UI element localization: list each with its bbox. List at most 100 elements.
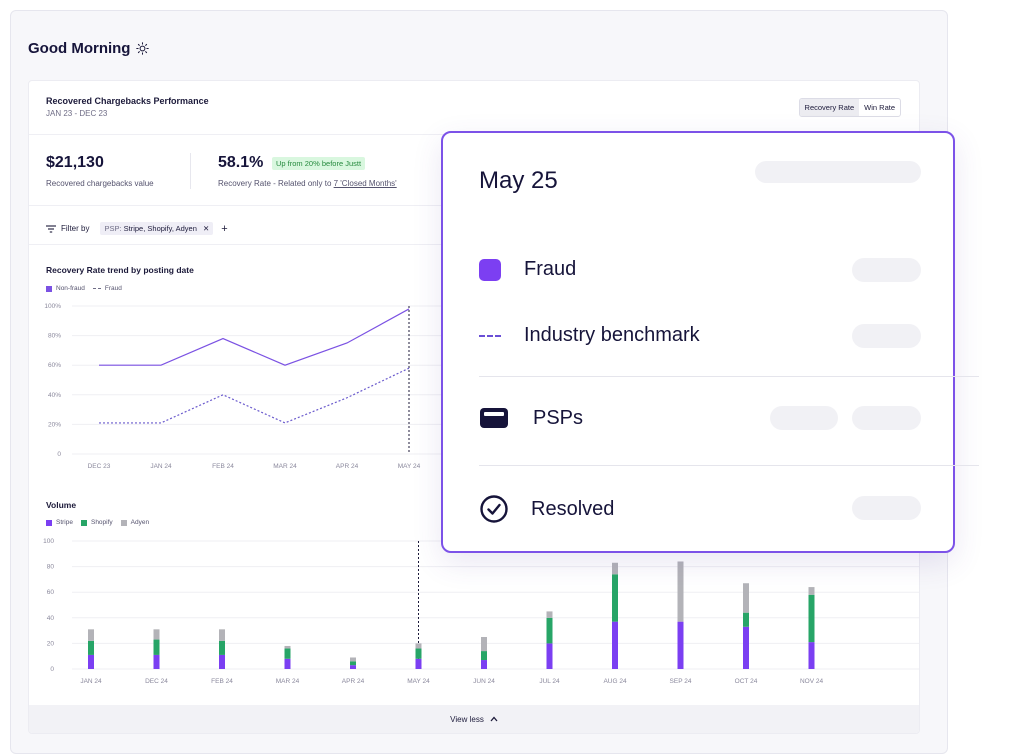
- chart-tooltip: May 25 Fraud Industry benchmark PSPs Res…: [441, 131, 979, 553]
- bar-segment-shopify: [808, 594, 815, 643]
- remove-filter-icon[interactable]: ✕: [202, 224, 210, 233]
- bar-segment-adyen: [481, 637, 487, 652]
- skeleton-placeholder: [852, 496, 921, 520]
- chevron-up-icon: [490, 716, 498, 722]
- bar-segment-adyen: [350, 657, 356, 662]
- bar-segment-stripe: [219, 654, 225, 669]
- bar-segment-stripe: [743, 626, 749, 669]
- bar-segment-stripe: [481, 660, 487, 669]
- bar-segment-shopify: [481, 651, 487, 661]
- tooltip-row-label: PSPs: [533, 406, 584, 429]
- bar-segment-shopify: [88, 640, 94, 655]
- bar-segment-shopify: [284, 648, 291, 659]
- x-tick-label: JAN 24: [80, 678, 102, 685]
- fraud-square-icon: [479, 258, 501, 281]
- tooltip-divider: [479, 465, 979, 466]
- series-line-non-fraud: [99, 308, 410, 366]
- bar-segment-adyen: [677, 561, 684, 622]
- bar-segment-adyen: [546, 611, 553, 618]
- y-tick-label: 0: [57, 451, 61, 458]
- x-tick-label: APR 24: [336, 463, 359, 470]
- filter-icon[interactable]: [46, 224, 56, 233]
- win-rate-toggle[interactable]: Win Rate: [864, 103, 895, 112]
- legend-label: Adyen: [130, 519, 150, 526]
- bar-segment-adyen: [88, 629, 94, 641]
- rate-label-text: Recovery Rate - Related only to: [218, 179, 334, 188]
- recovered-value: $21,130: [46, 154, 104, 171]
- x-tick-label: JUL 24: [539, 678, 560, 685]
- volume-chart-title: Volume: [46, 500, 77, 510]
- card-date-range: JAN 23 - DEC 23: [46, 109, 108, 118]
- filter-label: Filter by: [61, 224, 90, 233]
- y-tick-label: 20: [47, 640, 55, 647]
- legend-swatch: [80, 519, 87, 526]
- bar-segment-adyen: [219, 629, 225, 641]
- legend-swatch: [46, 519, 52, 526]
- bar-segment-adyen: [415, 643, 422, 649]
- legend-label: Fraud: [104, 285, 122, 292]
- skeleton-placeholder: [852, 406, 921, 430]
- y-tick-label: 40: [47, 615, 55, 622]
- tooltip-row-fraud: Fraud: [479, 258, 576, 281]
- tooltip-divider: [479, 376, 979, 377]
- trend-legend: Non-fraud Fraud: [46, 285, 122, 292]
- bar-segment-stripe: [677, 621, 684, 669]
- volume-bar-chart: 100 80 60 40 20 0 JAN 24 DEC 24 FEB 24 MAR 24 APR …: [43, 538, 919, 685]
- recovery-rate-toggle[interactable]: Recovery Rate: [799, 99, 860, 116]
- metric-divider: [190, 153, 191, 189]
- dashed-line-icon: [479, 334, 501, 337]
- volume-legend: Stripe Shopify Adyen: [46, 519, 149, 526]
- x-tick-label: JUN 24: [473, 678, 495, 685]
- bar-segment-shopify: [415, 648, 422, 659]
- greeting-text: Good Morning: [28, 40, 131, 57]
- tooltip-row-benchmark: Industry benchmark: [479, 324, 700, 347]
- skeleton-placeholder: [852, 258, 921, 282]
- view-less-button[interactable]: View less: [29, 705, 919, 733]
- x-tick-label: APR 24: [342, 678, 365, 685]
- metric-toggle: Recovery Rate Win Rate: [798, 98, 901, 117]
- bar-segment-stripe: [88, 654, 94, 669]
- view-less-label: View less: [450, 714, 484, 724]
- greeting-heading: Good Morning: [28, 40, 150, 57]
- tooltip-row-label: Fraud: [524, 258, 577, 280]
- closed-months-link[interactable]: 7 'Closed Months': [333, 179, 397, 188]
- bar-segment-stripe: [808, 642, 815, 669]
- legend-label: Shopify: [90, 519, 113, 526]
- add-filter-button[interactable]: +: [221, 222, 228, 235]
- y-tick-label: 60%: [48, 362, 61, 369]
- legend-swatch: [120, 519, 127, 526]
- bar-segment-stripe: [546, 643, 553, 669]
- psp-filter-chip[interactable]: PSP: Stripe, Shopify, Adyen ✕: [100, 222, 214, 235]
- chip-value: Stripe, Shopify, Adyen: [123, 224, 197, 233]
- chip-key: PSP:: [104, 224, 122, 233]
- bar-segment-adyen: [743, 583, 749, 613]
- tooltip-date: May 25: [479, 167, 558, 194]
- bar-segment-stripe: [284, 658, 291, 669]
- bar-segment-stripe: [415, 658, 422, 669]
- trend-chart-title: Recovery Rate trend by posting date: [46, 265, 194, 275]
- y-tick-label: 20%: [48, 421, 61, 428]
- x-tick-label: MAY 24: [407, 678, 430, 685]
- y-tick-label: 100%: [44, 303, 61, 310]
- y-tick-label: 80: [47, 564, 55, 571]
- y-tick-label: 40%: [48, 392, 61, 399]
- bar-segment-stripe: [612, 621, 618, 669]
- tooltip-row-label: Industry benchmark: [524, 324, 700, 346]
- legend-label: Stripe: [56, 519, 73, 526]
- tooltip-row-label: Resolved: [531, 497, 615, 520]
- bar-segment-shopify: [612, 574, 618, 622]
- x-tick-label: OCT 24: [735, 678, 758, 685]
- legend-label: Non-fraud: [56, 285, 85, 292]
- recovery-rate-value: 58.1%: [218, 154, 264, 171]
- improvement-badge: Up from 20% before Justt: [272, 157, 366, 170]
- tooltip-row-psps: PSPs: [479, 406, 583, 430]
- x-tick-label: DEC 24: [145, 678, 168, 685]
- bar-segment-shopify: [153, 639, 160, 655]
- filter-bar: Filter by PSP: Stripe, Shopify, Adyen ✕ …: [46, 222, 228, 235]
- legend-swatch: [46, 285, 52, 292]
- x-tick-label: DEC 23: [88, 463, 111, 470]
- bar-segment-adyen: [284, 645, 291, 649]
- x-tick-label: FEB 24: [211, 678, 233, 685]
- bar-segment-adyen: [153, 629, 160, 640]
- sun-icon: [136, 42, 150, 55]
